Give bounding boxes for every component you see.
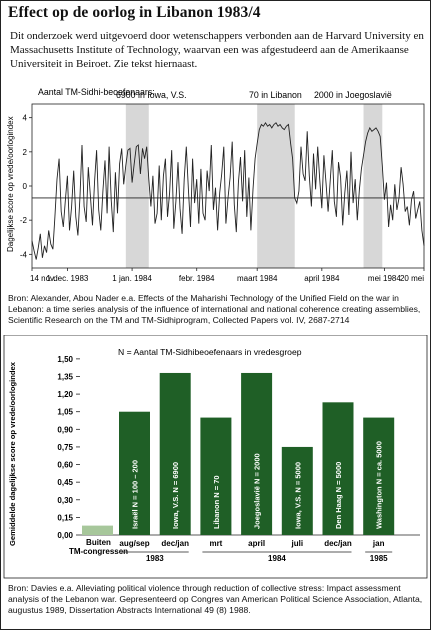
category-label: dec/jan [161, 539, 189, 548]
year-label: 1985 [370, 554, 388, 563]
y-tick-label: 1,05 [57, 408, 73, 417]
year-label: 1984 [268, 554, 286, 563]
y-tick-label: 0,60 [57, 461, 73, 470]
control-label: TM-congressen [69, 547, 128, 556]
y-tick-label: 0,15 [57, 513, 73, 522]
category-label: jan [372, 539, 385, 548]
bar-inner-label: Joegoslavië N = 2000 [253, 453, 262, 529]
y-tick-label: 1,20 [57, 390, 73, 399]
x-tick-label: mei 1984 [368, 274, 401, 283]
bar-inner-label: Israël N = 100 – 200 [131, 460, 140, 529]
y-tick-label: 4 [23, 114, 28, 123]
category-label: mrt [209, 539, 222, 548]
bar [119, 411, 150, 535]
intro-text: Dit onderzoek werd uitgevoerd door weten… [10, 30, 424, 70]
annotation-libanon: 70 in Libanon [249, 90, 302, 100]
bar-inner-label: Den Haag N = 5000 [334, 462, 343, 529]
y-tick-label: 1,35 [57, 372, 73, 381]
shade-band-joegoslavie [363, 104, 383, 268]
bar [322, 402, 354, 535]
control-label: Buiten [86, 538, 111, 547]
source-note-1: Bron: Alexander, Abou Nader e.a. Effects… [8, 293, 421, 326]
year-label: 1983 [146, 554, 164, 563]
bar-inner-label: Washington N = ca. 5000 [375, 441, 384, 529]
y-tick-label: 0,45 [57, 478, 73, 487]
source-note-2: Bron: Davies e.a. Alleviating political … [8, 583, 423, 616]
x-tick-label: 1 jan. 1984 [112, 274, 152, 283]
x-tick-label: april 1984 [304, 274, 340, 283]
y-tick-label: -2 [20, 216, 28, 225]
x-tick-label: 20 mei [400, 274, 424, 283]
category-label: dec/jan [324, 539, 352, 548]
y-tick-label: 0,90 [57, 425, 73, 434]
y-tick-label: 0,00 [57, 531, 73, 540]
bar [363, 417, 395, 535]
bar-legend: N = Aantal TM-Sidhibeoefenaars in vredes… [118, 347, 302, 357]
bar-chart: Gemiddelde dagelijkse score op vrede/oor… [3, 335, 428, 579]
bar [241, 372, 273, 535]
y-tick-label: 1,50 [57, 355, 73, 364]
bar-inner-label: Iowa, V.S. N = 6900 [171, 462, 180, 529]
annotation-joegoslavie: 2000 in Joegoslavië [314, 90, 392, 100]
category-label: aug/sep [119, 539, 149, 548]
y-axis-title: Gemiddelde dagelijkse score op vrede/oor… [8, 361, 17, 546]
x-tick-label: febr. 1984 [179, 274, 215, 283]
series-line [31, 121, 425, 260]
bar [281, 446, 313, 535]
figure-title: Effect op de oorlog in Libanon 1983/4 [8, 4, 261, 21]
y-axis-title: Dagelijkse score op vrede/oorlogindex [6, 116, 15, 252]
bar [159, 372, 191, 535]
time-series-chart: Aantal TM-Sidhi-beoefenaars: 6900 in Iow… [6, 87, 425, 283]
bar-inner-label: Libanon N = 70 [212, 475, 221, 529]
x-tick-label: 14 nov. [30, 274, 56, 283]
y-tick-label: 2 [23, 148, 28, 157]
category-label: juli [291, 539, 304, 548]
bar [200, 417, 232, 535]
y-tick-label: 0,30 [57, 496, 73, 505]
y-tick-label: 0,75 [57, 443, 73, 452]
shade-band-iowa [125, 104, 149, 268]
bar-inner-label: Iowa, V.S. N = 5000 [293, 462, 302, 529]
annotation-iowa: 6900 in Iowa, V.S. [116, 90, 187, 100]
x-tick-label: 1 dec. 1983 [47, 274, 89, 283]
y-tick-label: 0 [23, 182, 28, 191]
x-tick-label: maart 1984 [237, 274, 278, 283]
legend-title: Aantal TM-Sidhi-beoefenaars: [38, 87, 155, 97]
category-label: april [248, 539, 265, 548]
shade-band-libanon [257, 104, 295, 268]
y-tick-label: -4 [20, 250, 28, 259]
control-bar [82, 525, 113, 535]
